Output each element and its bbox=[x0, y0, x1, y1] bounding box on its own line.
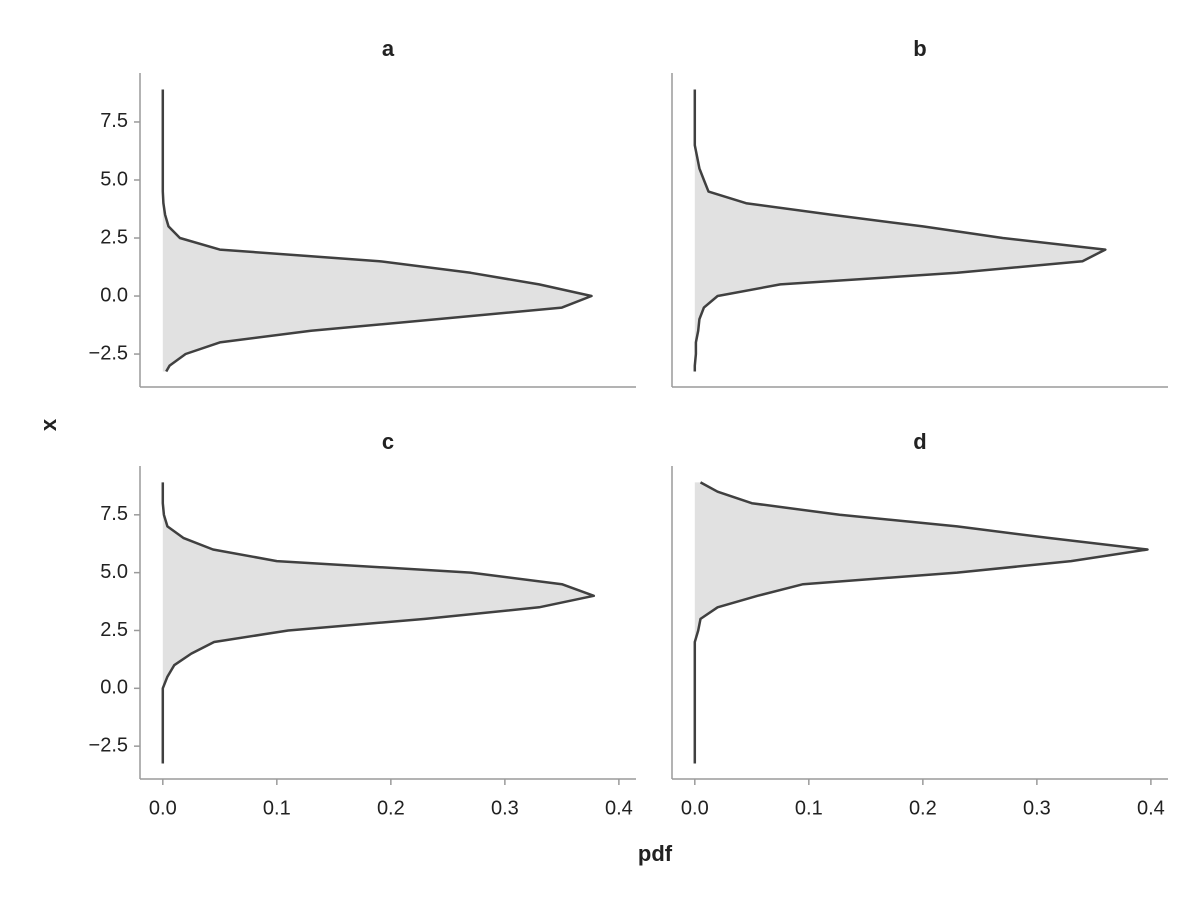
x-tick-label: 0.2 bbox=[377, 797, 405, 819]
y-tick-label: 2.5 bbox=[100, 226, 128, 248]
y-tick-label: 5.0 bbox=[100, 168, 128, 190]
x-tick-label: 0.3 bbox=[1023, 797, 1051, 819]
x-tick-label: 0.1 bbox=[263, 797, 291, 819]
y-tick-label: 0.0 bbox=[100, 284, 128, 306]
x-tick-label: 0.2 bbox=[909, 797, 937, 819]
y-tick-label: −2.5 bbox=[89, 342, 128, 364]
y-tick-label: 0.0 bbox=[100, 677, 128, 699]
x-tick-label: 0.4 bbox=[1137, 797, 1165, 819]
y-tick-label: 2.5 bbox=[100, 619, 128, 641]
density-area bbox=[694, 482, 1148, 764]
x-tick-label: 0.0 bbox=[681, 797, 709, 819]
panel-title: c bbox=[382, 429, 394, 454]
x-tick-label: 0.1 bbox=[795, 797, 823, 819]
density-line bbox=[693, 481, 1149, 764]
x-axis-label: pdf bbox=[638, 841, 673, 866]
density-line bbox=[161, 482, 596, 764]
panel-title: b bbox=[913, 36, 926, 61]
density-line bbox=[161, 89, 593, 373]
y-tick-label: −2.5 bbox=[89, 734, 128, 756]
x-tick-label: 0.4 bbox=[605, 797, 633, 819]
density-area bbox=[694, 89, 1106, 372]
y-tick-label: 7.5 bbox=[100, 503, 128, 525]
density-area bbox=[162, 482, 594, 764]
y-axis-label: x bbox=[36, 418, 61, 431]
density-area bbox=[162, 89, 592, 372]
density-line bbox=[693, 89, 1107, 372]
y-tick-label: 7.5 bbox=[100, 110, 128, 132]
y-tick-label: 5.0 bbox=[100, 561, 128, 583]
x-tick-label: 0.0 bbox=[149, 797, 177, 819]
x-tick-label: 0.3 bbox=[491, 797, 519, 819]
panel-title: a bbox=[382, 36, 395, 61]
panel-title: d bbox=[913, 429, 926, 454]
